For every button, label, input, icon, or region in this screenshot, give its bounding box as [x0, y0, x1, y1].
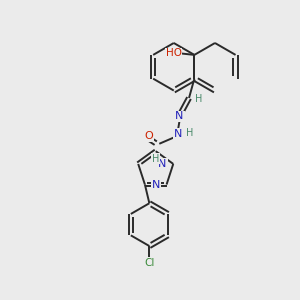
Text: N: N [175, 111, 184, 122]
Text: HO: HO [166, 48, 182, 59]
Text: H: H [195, 94, 202, 103]
Text: Cl: Cl [144, 258, 154, 268]
Text: O: O [144, 131, 153, 141]
Text: N: N [158, 159, 167, 169]
Text: N: N [174, 129, 182, 139]
Text: N: N [152, 179, 160, 190]
Text: H: H [152, 154, 159, 164]
Text: H: H [186, 128, 194, 138]
